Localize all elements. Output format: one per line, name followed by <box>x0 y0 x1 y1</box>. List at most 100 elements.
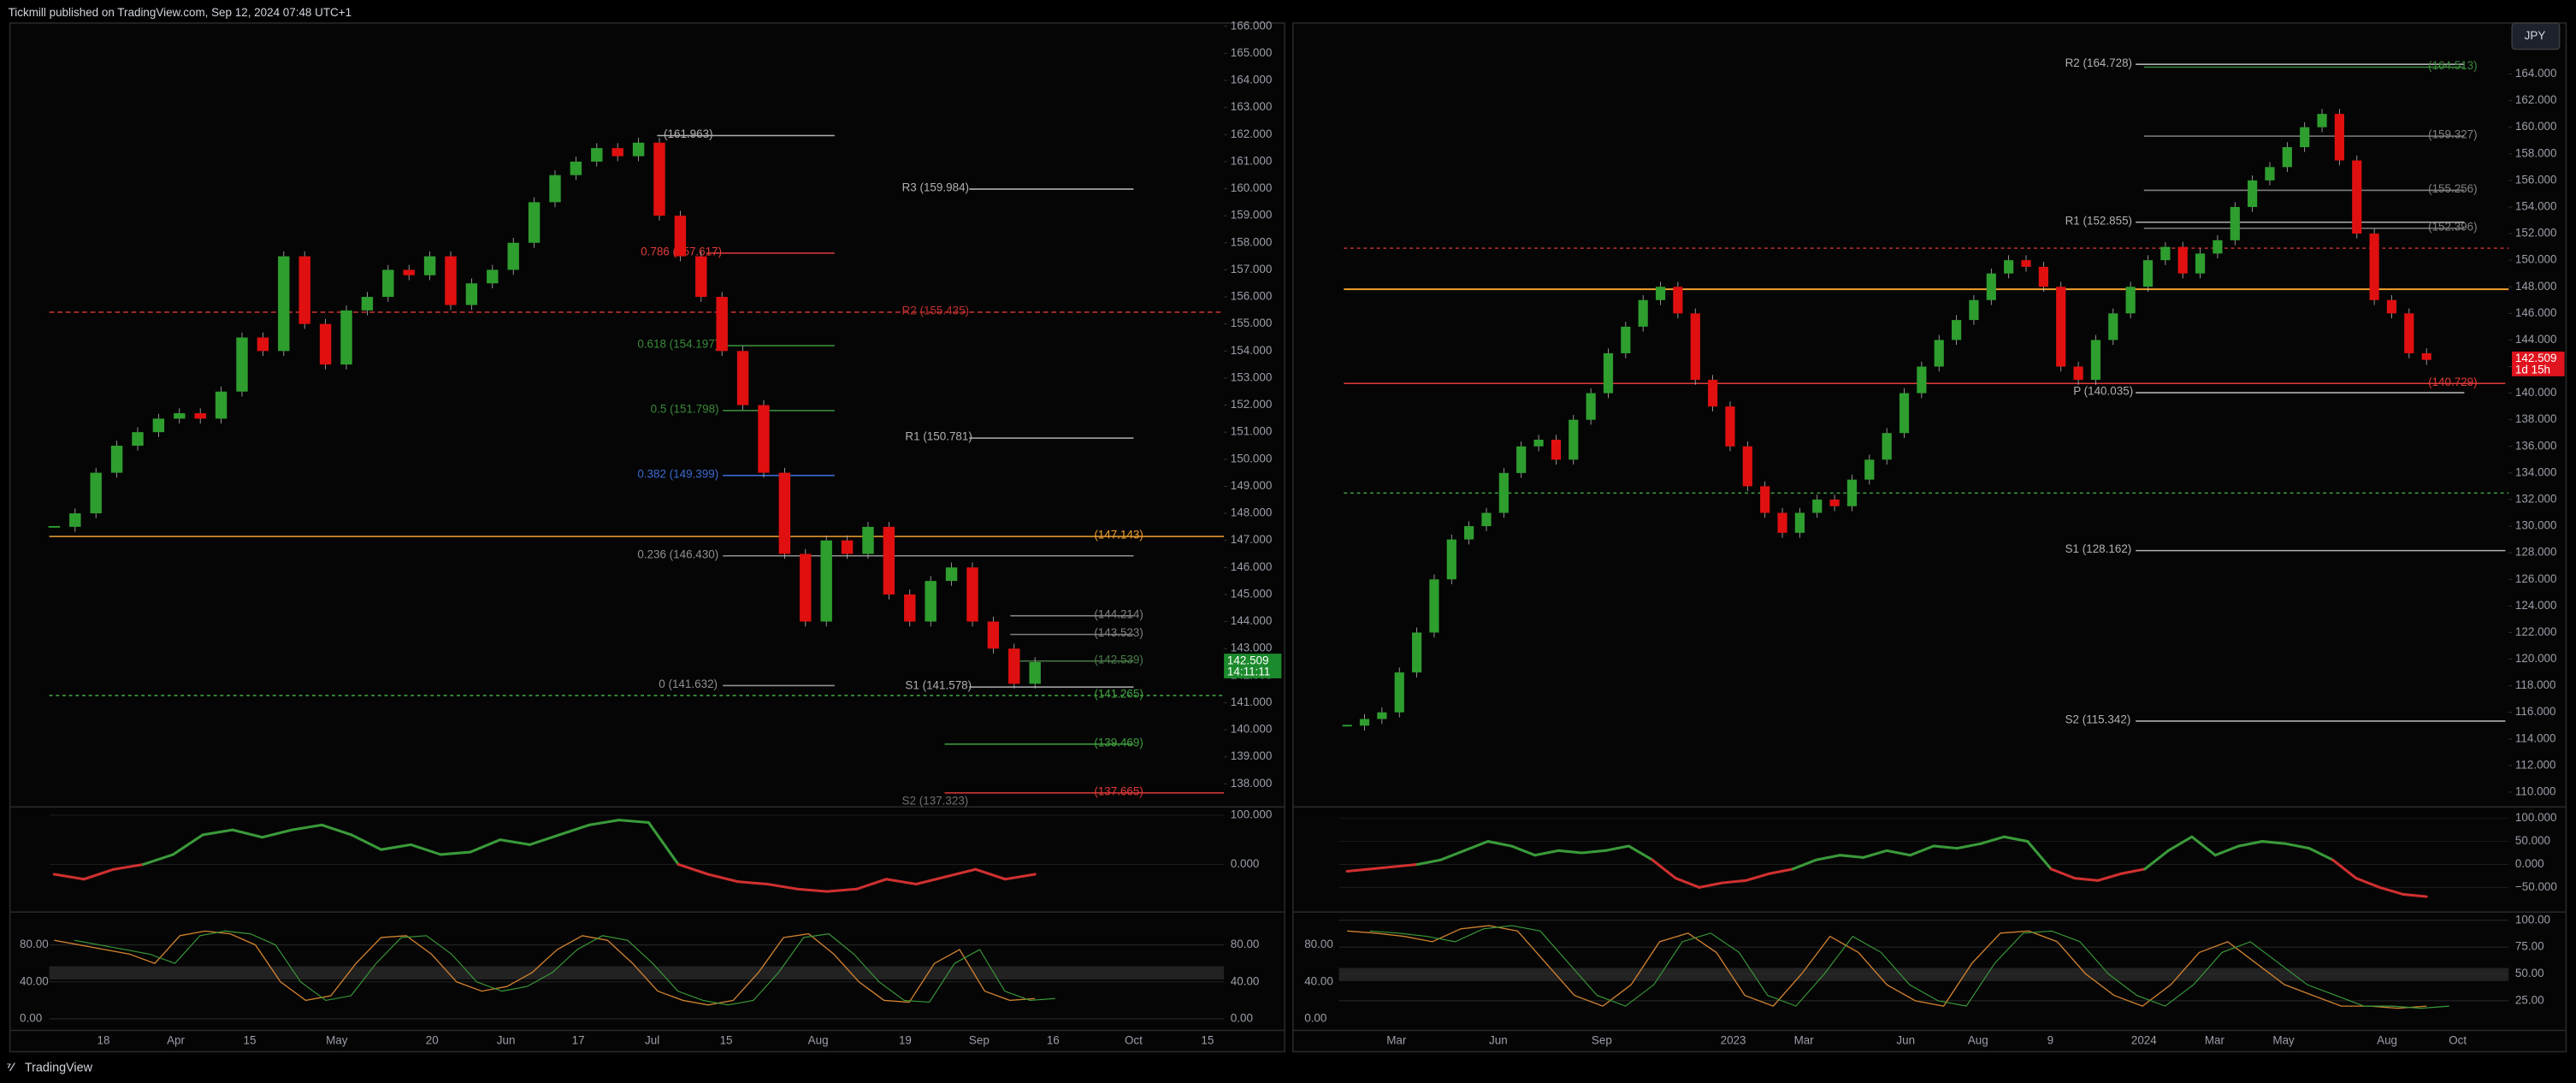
oscillator-segment <box>2049 867 2077 880</box>
candle <box>487 269 499 284</box>
oscillator-segment <box>1955 842 1982 850</box>
time-label: May <box>2272 1034 2295 1047</box>
candle <box>2282 147 2292 168</box>
time-label: 18 <box>97 1034 110 1047</box>
oscillator-segment <box>1885 849 1912 857</box>
currency-button[interactable] <box>2511 22 2561 50</box>
oscillator-segment <box>1486 840 1513 848</box>
oscillator-segment <box>112 862 145 871</box>
candle <box>2038 266 2048 287</box>
oscillator-segment <box>1838 854 1865 859</box>
candle <box>69 513 81 527</box>
time-label: Mar <box>2205 1034 2225 1047</box>
candle <box>2230 206 2240 240</box>
candle <box>236 337 248 392</box>
candle <box>1794 512 1805 533</box>
candle <box>1899 393 1910 434</box>
currency-button-label[interactable]: JPY <box>2525 29 2546 42</box>
time-label: May <box>326 1034 348 1047</box>
price-tick-label: 141.000 <box>1231 695 1273 708</box>
osc-tick-label: 50.000 <box>2515 834 2550 847</box>
time-label: 19 <box>899 1034 912 1047</box>
level-label: (141.265) <box>1094 688 1143 701</box>
oscillator-segment <box>2166 835 2194 852</box>
oscillator-segment <box>1392 862 1419 868</box>
candle <box>695 256 707 298</box>
countdown-label: 1d 15h <box>2515 364 2550 376</box>
oscillator-segment <box>765 882 799 891</box>
candle <box>152 418 165 433</box>
oscillator-segment <box>171 833 204 856</box>
price-tick-label: 110.000 <box>2515 785 2556 798</box>
time-label: 15 <box>1201 1034 1214 1047</box>
candle <box>945 567 958 582</box>
oscillator-segment <box>1791 858 1818 871</box>
stoch-tick-label-left: 0.00 <box>1304 1012 1326 1025</box>
candle <box>2248 180 2258 207</box>
oscillator-segment <box>469 838 502 854</box>
candle <box>904 594 916 622</box>
oscillator-segment <box>884 878 918 886</box>
time-label: 20 <box>426 1034 439 1047</box>
candle <box>653 142 665 216</box>
candle <box>1586 393 1596 420</box>
oscillator-segment <box>1345 867 1373 873</box>
level-label: S1 (141.578) <box>905 679 972 692</box>
price-tick-label: 149.000 <box>1231 479 1273 492</box>
time-label: Sep <box>969 1034 990 1047</box>
stoch-tick-label: 100.00 <box>2515 913 2550 926</box>
price-tick-label: 120.000 <box>2515 652 2557 665</box>
chart-layer: 166.000 165.000 164.000 163.000 162.000 161.0… <box>20 19 2565 1047</box>
time-label: Apr <box>167 1034 185 1047</box>
oscillator-segment <box>795 887 829 893</box>
oscillator-segment <box>320 823 353 837</box>
candle <box>1498 472 1509 513</box>
time-label: 9 <box>2047 1034 2053 1047</box>
level-label: R2 (155.435) <box>902 305 969 317</box>
oscillator-segment <box>439 850 472 856</box>
candle <box>445 256 457 305</box>
price-tick-label: 158.000 <box>1231 235 1273 248</box>
oscillator-segment <box>1721 879 1748 885</box>
level-label: R3 (159.984) <box>902 181 969 194</box>
candle <box>340 310 352 365</box>
time-label: 15 <box>244 1034 257 1047</box>
candle <box>278 256 290 352</box>
oscillator-segment <box>1745 872 1771 882</box>
price-tick-label: 138.000 <box>2515 412 2557 425</box>
oscillator-segment <box>2402 892 2428 898</box>
stoch-band-right <box>1338 968 2509 981</box>
candle <box>110 445 123 473</box>
price-tick-label: 138.000 <box>1231 777 1273 790</box>
time-label: Jun <box>1489 1034 1508 1047</box>
price-tick-label: 143.000 <box>1231 642 1273 654</box>
left-panel <box>9 22 1285 1053</box>
candle <box>1760 486 1770 513</box>
candle <box>716 297 728 352</box>
candle <box>1951 320 1962 340</box>
level-label: 0.236 (146.430) <box>637 547 718 560</box>
candle <box>2386 299 2397 314</box>
oscillator-segment <box>1862 849 1888 859</box>
candle <box>591 148 603 162</box>
candle <box>1882 433 1892 460</box>
price-tick-label: 157.000 <box>1231 263 1273 275</box>
price-tick-label: 161.000 <box>1231 154 1273 167</box>
oscillator-segment <box>1533 849 1560 857</box>
candle <box>1934 340 1944 367</box>
oscillator-segment <box>974 867 1007 881</box>
price-tick-label: 144.000 <box>2515 333 2557 346</box>
stochastic-signal <box>74 930 1055 1006</box>
stoch-tick-label: 50.00 <box>2515 967 2544 979</box>
price-tick-label: 152.000 <box>1231 398 1273 411</box>
oscillator-segment <box>1003 873 1037 881</box>
stochastic-line <box>1347 925 2427 1009</box>
osc-tick-label: 0.000 <box>2515 857 2544 870</box>
candle <box>174 413 186 419</box>
stoch-tick-label-left: 40.00 <box>1304 974 1333 987</box>
oscillator-segment <box>2190 835 2217 857</box>
stochastic-signal <box>1369 925 2449 1009</box>
candle <box>1725 406 1735 447</box>
candle <box>1359 719 1370 726</box>
